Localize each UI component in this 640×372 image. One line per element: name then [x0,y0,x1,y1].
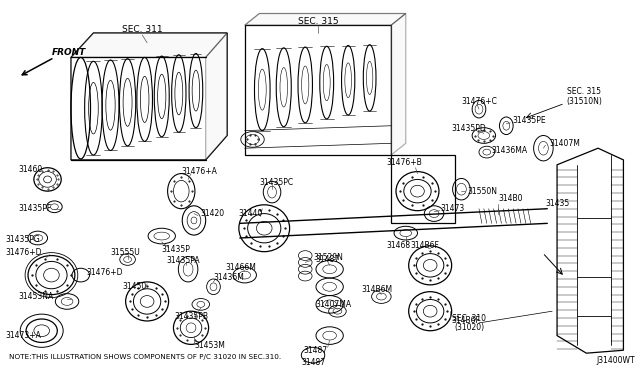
Text: 31453M: 31453M [194,341,225,350]
Text: 31468: 31468 [387,241,410,250]
Polygon shape [205,33,227,160]
Text: 31555U: 31555U [110,248,140,257]
Text: 31436M: 31436M [214,273,244,282]
Text: 31473: 31473 [440,204,464,213]
Text: FRONT: FRONT [51,48,86,57]
Text: SEC. 315: SEC. 315 [567,87,601,96]
Text: 31440: 31440 [239,209,263,218]
Text: 31420: 31420 [201,209,225,218]
Text: 314B6F: 314B6F [411,241,440,250]
Text: 314B0: 314B0 [499,195,523,203]
Text: 31476+C: 31476+C [461,97,497,106]
Text: 31466M: 31466M [225,263,256,272]
Text: 31435PB: 31435PB [175,312,209,321]
Text: 31487: 31487 [303,346,328,355]
Text: 31435PD: 31435PD [452,124,486,133]
Text: (31510N): (31510N) [567,97,603,106]
Text: SEC. 311: SEC. 311 [122,25,163,33]
Text: 31529N: 31529N [313,253,343,262]
Text: 31550N: 31550N [467,187,497,196]
Polygon shape [391,13,406,155]
Text: 31476+A: 31476+A [181,167,217,176]
Text: 31476+D: 31476+D [6,248,42,257]
Text: 31435PE: 31435PE [512,116,546,125]
Text: 31487: 31487 [315,255,339,264]
Text: 31435P: 31435P [162,245,191,254]
Text: 31407MA: 31407MA [315,300,351,309]
Text: 31436MA: 31436MA [492,146,528,155]
Text: 31473+A: 31473+A [6,331,42,340]
Text: 31407M: 31407M [549,139,580,148]
Text: 31460: 31460 [19,165,42,174]
Text: 31453NA: 31453NA [19,292,54,301]
Text: 31435: 31435 [545,199,570,208]
Text: 31435PG: 31435PG [6,235,40,244]
Text: (31020): (31020) [454,323,484,332]
Text: NOTE:THIS ILLUSTRATION SHOWS COMPONENTS OF P/C 31020 IN SEC.310.: NOTE:THIS ILLUSTRATION SHOWS COMPONENTS … [8,354,280,360]
Text: SEC. 310: SEC. 310 [452,314,486,323]
Text: 31487: 31487 [301,359,326,368]
Text: 31435PF: 31435PF [19,204,51,213]
Text: 31450: 31450 [123,282,147,291]
Text: J31400WT: J31400WT [596,356,635,365]
Text: 31476+D: 31476+D [86,268,123,277]
Text: 31435PA: 31435PA [166,256,200,265]
Polygon shape [244,13,406,25]
Text: SEC. 315: SEC. 315 [298,17,338,26]
Polygon shape [71,33,227,57]
Text: 31476+B: 31476+B [387,158,422,167]
Text: 314B6F: 314B6F [452,317,481,326]
Text: 31435PC: 31435PC [259,178,294,187]
Text: 314B6M: 314B6M [362,285,393,294]
